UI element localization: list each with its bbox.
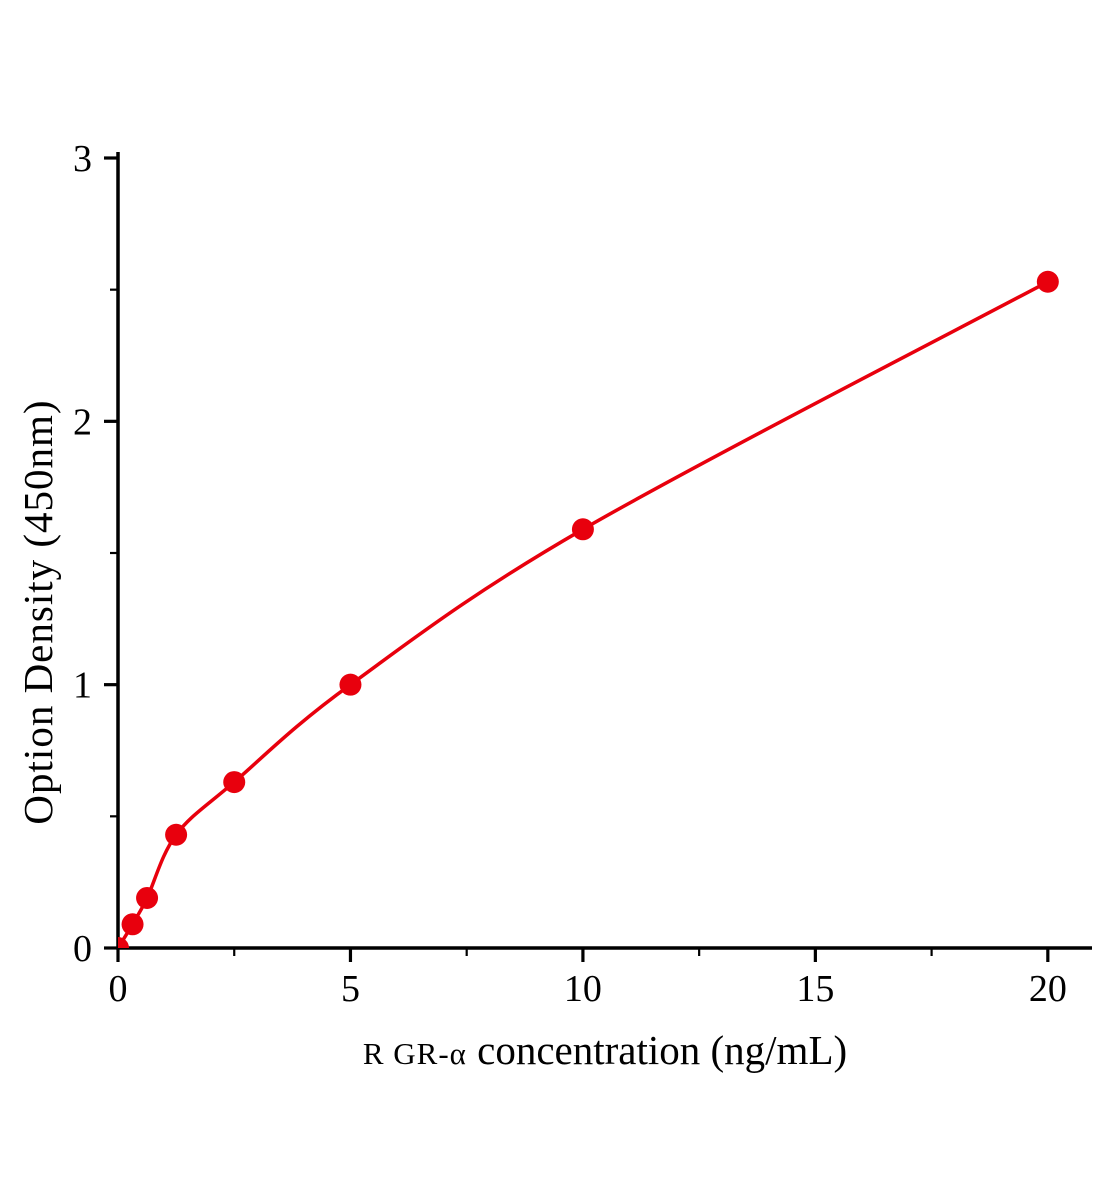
y-tick-label: 3 [73, 138, 92, 180]
plot-area [118, 270, 1059, 948]
data-point [165, 823, 188, 846]
x-axis-title: R GR-α concentration (ng/mL) [118, 1026, 1092, 1074]
x-tick-label: 0 [109, 968, 128, 1010]
y-tick-label: 1 [73, 665, 92, 707]
data-point [223, 771, 246, 794]
data-point [136, 886, 159, 909]
axes [116, 152, 1092, 950]
y-axis-title: Option Density (450nm) [14, 399, 62, 824]
x-tick-label: 5 [341, 968, 360, 1010]
x-tick-label: 10 [564, 968, 602, 1010]
data-point [1036, 270, 1059, 293]
data-point [571, 518, 594, 541]
y-axis-title-text: Option Density (450nm) [15, 399, 61, 825]
x-tick-label: 20 [1029, 968, 1067, 1010]
x-axis-title-prefix: R GR-α [362, 1036, 467, 1071]
data-point [121, 913, 144, 936]
data-point [118, 937, 129, 948]
data-point [339, 673, 362, 696]
x-tick-label: 15 [796, 968, 834, 1010]
x-axis-title-main: concentration (ng/mL) [466, 1027, 848, 1073]
y-tick-label: 2 [73, 401, 92, 443]
y-tick-label: 0 [73, 928, 92, 970]
fit-curve [118, 280, 1050, 948]
